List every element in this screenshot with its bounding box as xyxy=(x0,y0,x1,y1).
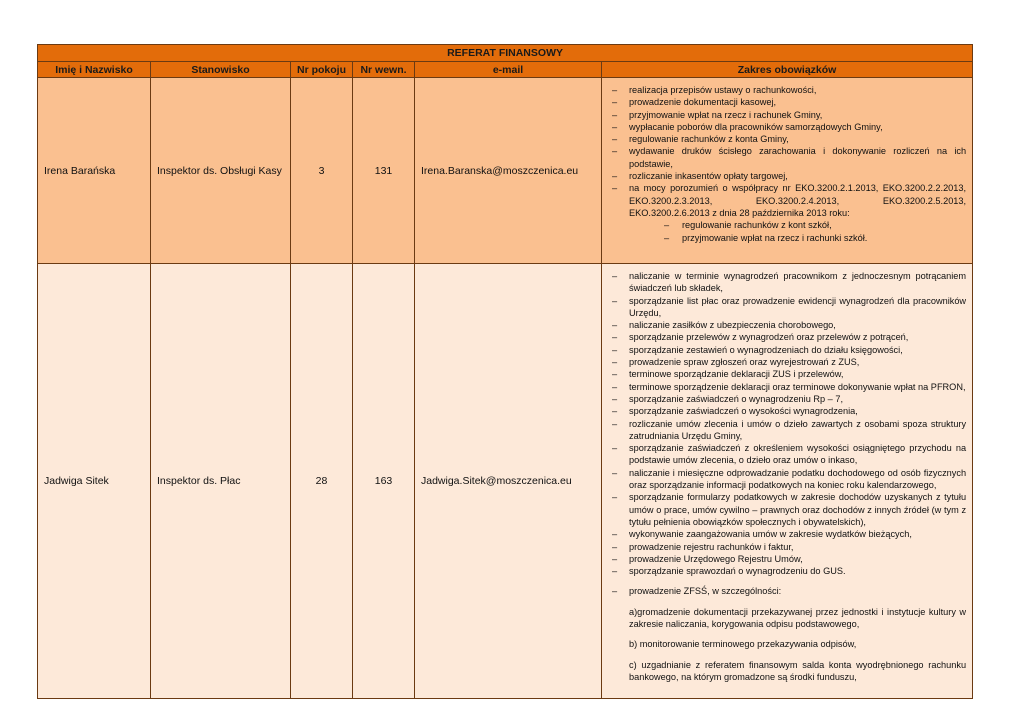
duty-item: wydawanie druków ścisłego zarachowania i… xyxy=(612,145,966,170)
cell-position: Inspektor ds. Obsługi Kasy xyxy=(150,77,291,264)
staff-table: REFERAT FINANSOWY Imię i Nazwisko Stanow… xyxy=(36,44,974,699)
table-title: REFERAT FINANSOWY xyxy=(36,44,974,62)
cell-email[interactable]: Irena.Baranska@moszczenica.eu xyxy=(414,77,602,264)
cell-name: Irena Barańska xyxy=(37,77,151,264)
duty-item: sporządzanie zestawień o wynagrodzeniach… xyxy=(612,344,966,357)
duty-item: sporządzanie zaświadczeń o wysokości wyn… xyxy=(612,405,966,418)
cell-duties: realizacja przepisów ustawy o rachunkowo… xyxy=(600,77,974,264)
cell-ext: 131 xyxy=(352,77,415,264)
duty-item: sporządzanie zaświadczeń o wynagrodzeniu… xyxy=(612,393,966,406)
duty-item: naliczanie i miesięczne odprowadzanie po… xyxy=(612,467,966,492)
cell-email[interactable]: Jadwiga.Sitek@moszczenica.eu xyxy=(414,263,602,699)
duty-item: rozliczanie umów zlecenia i umów o dzieł… xyxy=(612,418,966,443)
duty-item: sporządzanie przelewów z wynagrodzeń ora… xyxy=(612,331,966,344)
cell-room: 3 xyxy=(290,77,353,264)
table-row: Irena Barańska Inspektor ds. Obsługi Kas… xyxy=(37,77,974,264)
duty-paragraph: b) monitorowanie terminowego przekazywan… xyxy=(629,639,857,650)
duty-item: terminowe sporządzenie deklaracji oraz t… xyxy=(612,381,966,394)
duty-item: wypłacanie poborów dla pracowników samor… xyxy=(612,121,966,134)
duty-item: prowadzenie Urzędowego Rejestru Umów, xyxy=(612,553,966,566)
header-room: Nr pokoju xyxy=(290,61,353,78)
duty-item: realizacja przepisów ustawy o rachunkowo… xyxy=(612,84,966,97)
duty-item: sporządzanie list płac oraz prowadzenie … xyxy=(612,295,966,320)
duty-item: terminowe sporządzanie deklaracji ZUS i … xyxy=(612,368,966,381)
duty-item: rozliczanie inkasentów opłaty targowej, xyxy=(612,170,966,183)
duty-item: sporządzanie zaświadczeń z określeniem w… xyxy=(612,442,966,467)
header-row: Imię i Nazwisko Stanowisko Nr pokoju Nr … xyxy=(37,61,974,78)
duty-item: prowadzenie rejestru rachunków i faktur, xyxy=(612,541,966,554)
duty-item: na mocy porozumień o współpracy nr EKO.3… xyxy=(612,182,966,219)
cell-ext: 163 xyxy=(352,263,415,699)
cell-room: 28 xyxy=(290,263,353,699)
cell-name: Jadwiga Sitek xyxy=(37,263,151,699)
duty-item: naliczanie w terminie wynagrodzeń pracow… xyxy=(612,270,966,295)
header-email: e-mail xyxy=(414,61,602,78)
duty-item: naliczanie zasiłków z ubezpieczenia chor… xyxy=(612,319,966,332)
duty-item: prowadzenie ZFSŚ, w szczególności: xyxy=(612,585,966,598)
duty-item: regulowanie rachunków z konta Gminy, xyxy=(612,133,966,146)
duty-item: prowadzenie dokumentacji kasowej, xyxy=(612,96,966,109)
cell-position: Inspektor ds. Płac xyxy=(150,263,291,699)
duty-item: przyjmowanie wpłat na rzecz i rachunki s… xyxy=(612,232,966,245)
duty-item: regulowanie rachunków z kont szkół, xyxy=(612,219,966,232)
table-row: Jadwiga Sitek Inspektor ds. Płac 28 163 … xyxy=(37,263,974,699)
duty-item: przyjmowanie wpłat na rzecz i rachunek G… xyxy=(612,109,966,122)
header-position: Stanowisko xyxy=(150,61,291,78)
cell-duties: naliczanie w terminie wynagrodzeń pracow… xyxy=(600,263,974,699)
duty-item: sporządzanie formularzy podatkowych w za… xyxy=(612,491,966,528)
duty-item: prowadzenie spraw zgłoszeń oraz wyrejest… xyxy=(612,356,966,369)
header-ext: Nr wewn. xyxy=(352,61,415,78)
header-name: Imię i Nazwisko xyxy=(37,61,151,78)
header-duties: Zakres obowiązków xyxy=(600,61,974,78)
duty-item: sporządzanie sprawozdań o wynagrodzeniu … xyxy=(612,565,966,578)
duty-paragraph: c) uzgadnianie z referatem finansowym sa… xyxy=(629,659,967,682)
duty-paragraph: a)gromadzenie dokumentacji przekazywanej… xyxy=(629,606,967,630)
duty-item: wykonywanie zaangażowania umów w zakresi… xyxy=(612,528,966,541)
